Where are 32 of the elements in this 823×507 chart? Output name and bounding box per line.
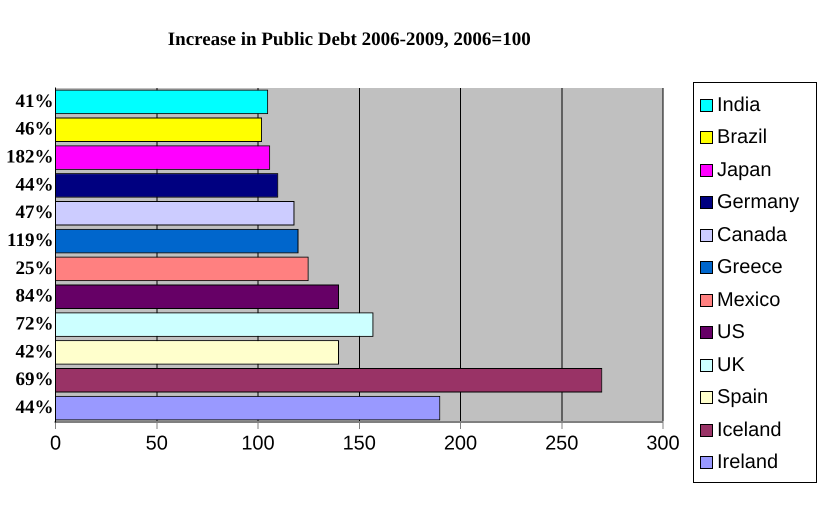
y-tick-label: 119% <box>7 230 54 251</box>
legend-label: Greece <box>717 256 783 280</box>
legend-label: Mexico <box>717 288 780 312</box>
legend-label: Iceland <box>717 418 782 442</box>
y-tick-label: 46% <box>16 118 54 140</box>
x-tick-label: 300 <box>646 432 680 455</box>
legend-label: Ireland <box>717 451 778 474</box>
y-tick-label: 84% <box>16 286 54 307</box>
legend-label: Germany <box>717 191 800 214</box>
x-tick-label: 0 <box>50 432 62 455</box>
x-tick-label: 50 <box>146 432 168 455</box>
legend-label: Canada <box>717 224 788 247</box>
legend-label: Brazil <box>717 126 768 150</box>
x-tick-label: 250 <box>545 432 578 455</box>
legend-label: India <box>717 94 760 117</box>
legend-label: Spain <box>717 386 768 410</box>
y-tick-label: 72% <box>16 313 54 334</box>
x-tick-label: 100 <box>241 432 275 455</box>
chart-title: Increase in Public Debt 2006-2009, 2006=100 <box>168 28 531 50</box>
y-tick-label: 69% <box>16 369 54 390</box>
legend-label: US <box>717 321 745 344</box>
y-tick-label: 182% <box>6 146 54 168</box>
x-tick-label: 150 <box>342 432 376 455</box>
y-tick-label: 44% <box>16 174 54 196</box>
legend-label: Japan <box>717 158 772 182</box>
legend-label: UK <box>717 354 745 377</box>
y-tick-label: 47% <box>16 202 54 224</box>
y-tick-label: 41% <box>16 90 54 112</box>
y-tick-label: 44% <box>16 396 54 418</box>
y-tick-label: 25% <box>16 258 54 279</box>
y-tick-label: 42% <box>16 341 54 362</box>
x-tick-label: 200 <box>444 432 478 455</box>
